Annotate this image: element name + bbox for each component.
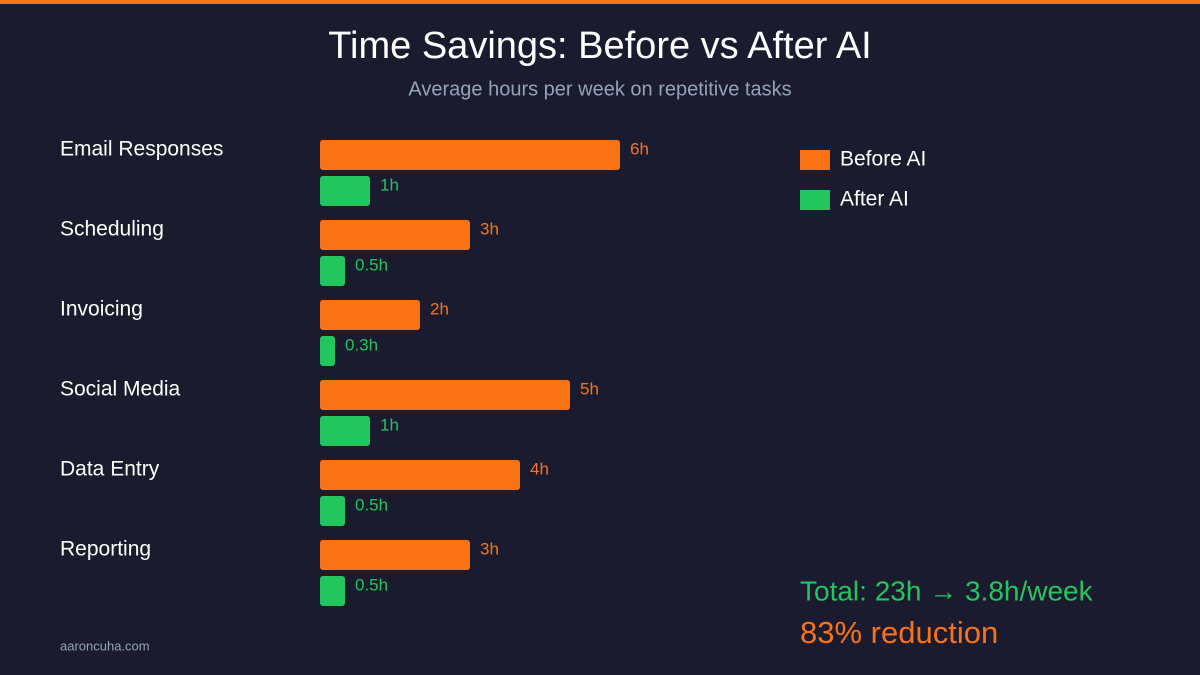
category-label: Reporting — [60, 538, 151, 561]
source: aaroncuha.com — [60, 638, 150, 653]
reduction-annotation: 83% reduction — [800, 615, 998, 650]
value-label: 4h — [530, 459, 549, 478]
value-label: 3h — [480, 539, 499, 558]
value-label: 1h — [380, 415, 399, 434]
category-label: Social Media — [60, 378, 181, 401]
bar — [320, 460, 520, 490]
category-label: Email Responses — [60, 138, 223, 161]
value-label: 0.3h — [345, 335, 378, 354]
bar — [320, 416, 370, 446]
value-label: 6h — [630, 139, 649, 158]
bar — [320, 176, 370, 206]
chart-subtitle: Average hours per week on repetitive tas… — [408, 78, 791, 100]
value-label: 0.5h — [355, 255, 388, 274]
bar — [320, 540, 470, 570]
category-label: Scheduling — [60, 218, 164, 241]
value-label: 0.5h — [355, 575, 388, 594]
category-label: Data Entry — [60, 458, 160, 481]
bar — [320, 256, 345, 286]
bar — [320, 496, 345, 526]
bar — [320, 380, 570, 410]
value-label: 2h — [430, 299, 449, 318]
value-label: 1h — [380, 175, 399, 194]
legend-label: After AI — [840, 188, 909, 211]
legend-swatch — [800, 190, 830, 210]
category-label: Invoicing — [60, 298, 143, 321]
bar — [320, 140, 620, 170]
top-stripe — [0, 0, 1200, 4]
bar — [320, 220, 470, 250]
value-label: 0.5h — [355, 495, 388, 514]
value-label: 5h — [580, 379, 599, 398]
legend-label: Before AI — [840, 148, 926, 171]
total-annotation: Total: 23h → 3.8h/week — [800, 575, 1094, 606]
bar — [320, 300, 420, 330]
bar — [320, 336, 335, 366]
bar — [320, 576, 345, 606]
value-label: 3h — [480, 219, 499, 238]
legend-swatch — [800, 150, 830, 170]
chart-title: Time Savings: Before vs After AI — [328, 25, 872, 67]
